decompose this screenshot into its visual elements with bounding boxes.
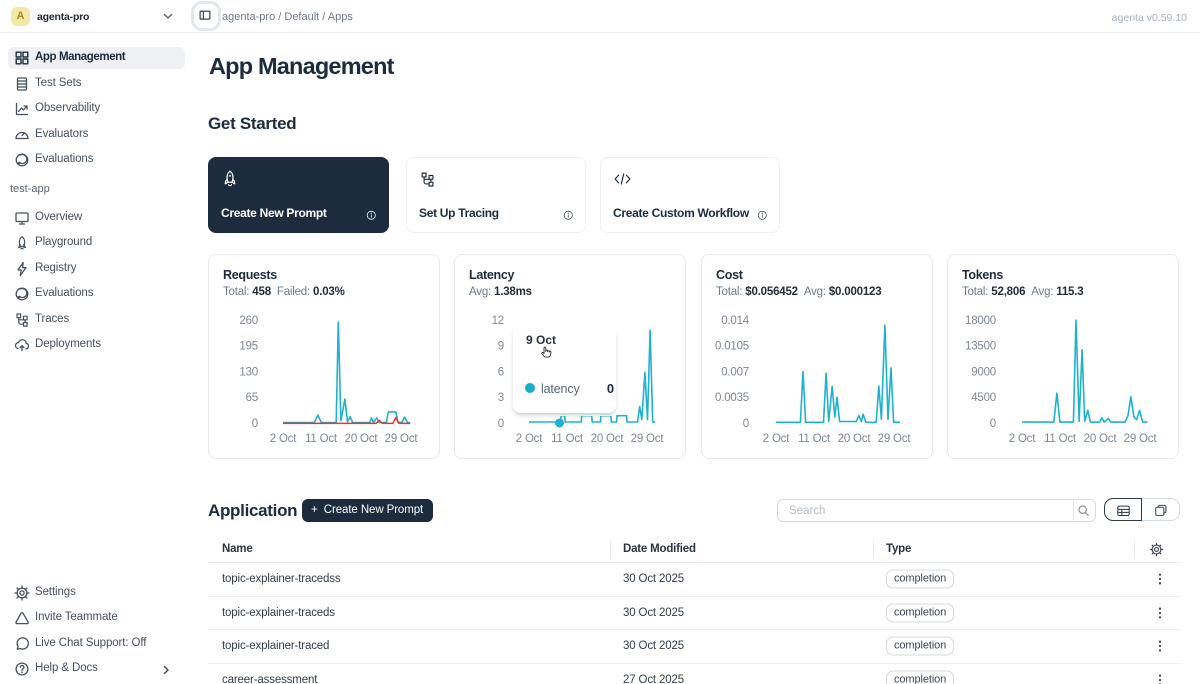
svg-text:13500: 13500 [965, 341, 996, 353]
svg-text:29 Oct: 29 Oct [878, 433, 912, 445]
svg-text:20 Oct: 20 Oct [838, 433, 872, 445]
svg-text:0: 0 [252, 418, 258, 430]
svg-text:130: 130 [239, 367, 258, 379]
svg-text:2 Oct: 2 Oct [516, 433, 543, 445]
svg-text:20 Oct: 20 Oct [345, 433, 379, 445]
svg-text:29 Oct: 29 Oct [1124, 433, 1158, 445]
svg-text:0: 0 [498, 418, 504, 430]
svg-text:0: 0 [990, 418, 996, 430]
svg-text:11 Oct: 11 Oct [798, 433, 831, 445]
svg-text:29 Oct: 29 Oct [631, 433, 665, 445]
svg-text:4500: 4500 [971, 392, 996, 404]
svg-text:11 Oct: 11 Oct [1044, 433, 1077, 445]
svg-text:0.007: 0.007 [721, 367, 749, 379]
svg-text:20 Oct: 20 Oct [1084, 433, 1118, 445]
svg-text:9: 9 [498, 341, 504, 353]
svg-text:6: 6 [498, 367, 504, 379]
svg-text:2 Oct: 2 Oct [763, 433, 790, 445]
svg-text:2 Oct: 2 Oct [270, 433, 297, 445]
svg-text:11 Oct: 11 Oct [551, 433, 584, 445]
svg-text:0.014: 0.014 [721, 315, 750, 327]
svg-text:12: 12 [492, 315, 504, 327]
svg-text:0.0105: 0.0105 [715, 341, 749, 353]
svg-text:20 Oct: 20 Oct [591, 433, 625, 445]
svg-text:11 Oct: 11 Oct [305, 433, 338, 445]
svg-text:260: 260 [239, 315, 258, 327]
svg-text:29 Oct: 29 Oct [385, 433, 419, 445]
svg-text:195: 195 [239, 341, 258, 353]
svg-text:18000: 18000 [965, 315, 996, 327]
svg-text:0.0035: 0.0035 [715, 392, 749, 404]
svg-text:0: 0 [743, 418, 749, 430]
svg-text:2 Oct: 2 Oct [1009, 433, 1036, 445]
svg-text:9000: 9000 [971, 367, 996, 379]
svg-text:3: 3 [498, 392, 504, 404]
svg-text:65: 65 [246, 392, 258, 404]
